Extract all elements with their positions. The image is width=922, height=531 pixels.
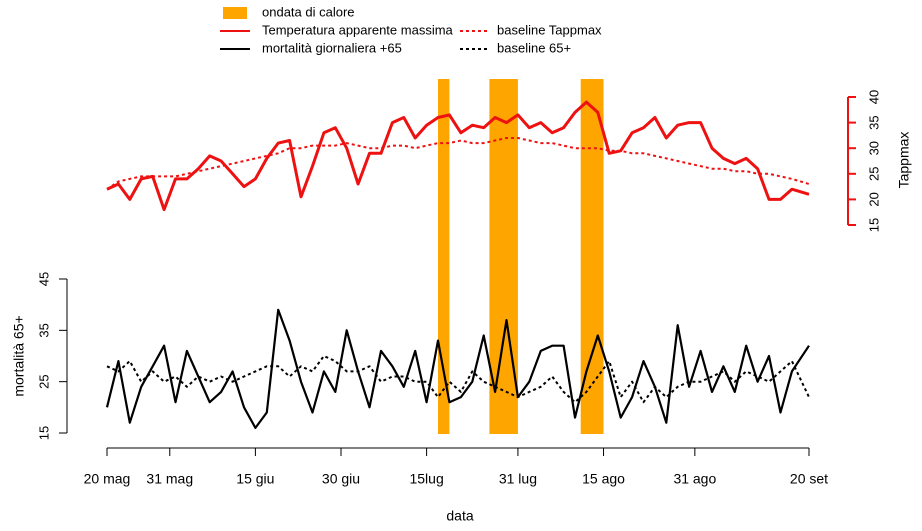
y-tick-label: 35 xyxy=(36,323,51,337)
legend-label: baseline 65+ xyxy=(497,40,571,55)
series-line xyxy=(105,308,810,429)
heatwave-band xyxy=(438,79,450,434)
x-tick-label: 31 ago xyxy=(673,471,716,487)
y2-axis-label: Tappmax xyxy=(896,132,912,189)
series-line xyxy=(106,100,810,212)
y-axis-label: mortalità 65+ xyxy=(11,315,27,396)
series-line xyxy=(106,137,810,191)
legend-label: Temperatura apparente massima xyxy=(262,22,454,37)
y2-tick-label: 15 xyxy=(866,218,881,232)
series-line xyxy=(106,355,810,404)
y-tick-label: 15 xyxy=(36,426,51,440)
x-tick-label: 31 lug xyxy=(499,471,537,487)
y2-tick-label: 25 xyxy=(866,167,881,181)
y2-tick-label: 40 xyxy=(866,90,881,104)
legend-label: ondata di calore xyxy=(262,4,355,19)
legend-label: baseline Tappmax xyxy=(497,22,602,37)
x-tick-label: 20 mag xyxy=(84,471,131,487)
legend-label: mortalità giornaliera +65 xyxy=(262,40,402,55)
y2-tick-label: 30 xyxy=(866,141,881,155)
x-tick-label: 31 mag xyxy=(146,471,193,487)
heatwave-band xyxy=(580,79,604,434)
y-tick-label: 45 xyxy=(36,272,51,286)
x-tick-label: 30 giu xyxy=(322,471,360,487)
y2-tick-label: 35 xyxy=(866,115,881,129)
x-tick-label: 15 giu xyxy=(236,471,274,487)
x-tick-label: 20 set xyxy=(790,471,828,487)
y-tick-label: 25 xyxy=(36,374,51,388)
x-axis-label: data xyxy=(446,508,473,524)
x-tick-label: 15lug xyxy=(409,471,443,487)
legend-swatch xyxy=(223,7,247,19)
y2-tick-label: 20 xyxy=(866,192,881,206)
x-tick-label: 15 ago xyxy=(582,471,625,487)
